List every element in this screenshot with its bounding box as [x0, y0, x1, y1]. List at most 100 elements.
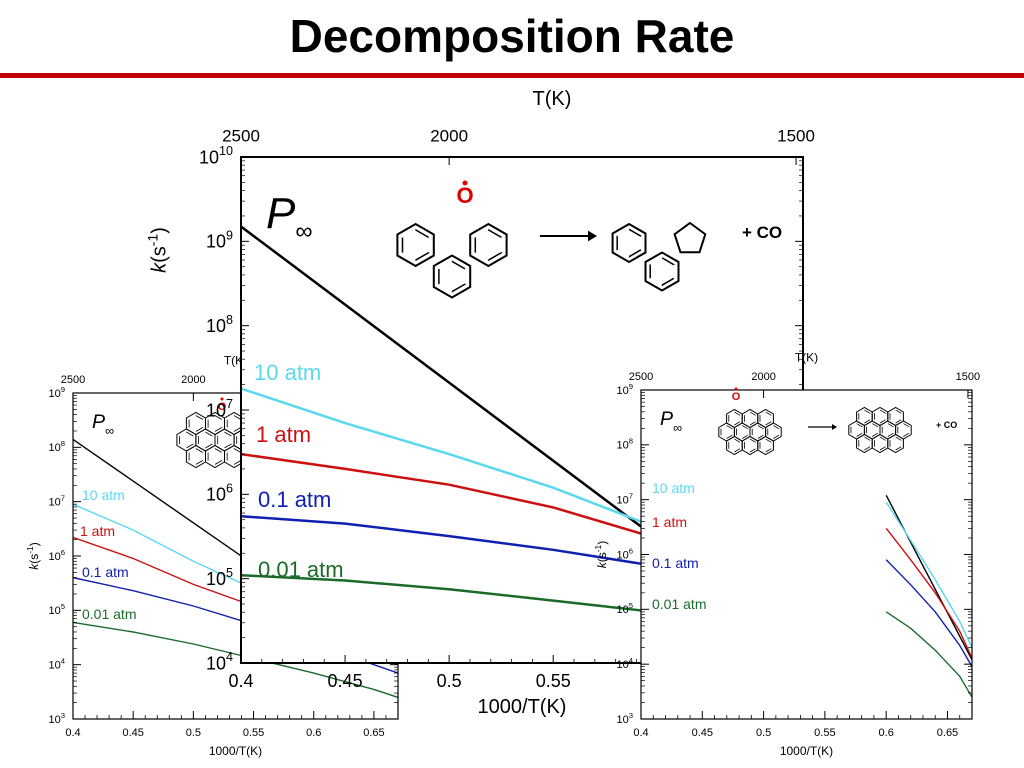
- ring-bond-icon: [401, 229, 430, 261]
- y-tick-label: 1010: [199, 144, 233, 167]
- ring-icon: [887, 433, 904, 454]
- y-tick-label: 108: [616, 437, 633, 452]
- ring-bond-icon: [889, 409, 902, 424]
- ring-icon: [644, 251, 680, 292]
- y-tick-label: 104: [48, 657, 65, 672]
- ring-bond-icon: [897, 423, 910, 437]
- series-label-10atm: 10 atm: [254, 360, 321, 385]
- series-label-10atm: 10 atm: [82, 487, 125, 503]
- y-tick-label: 105: [206, 566, 233, 589]
- x-tick-label: 0.45: [328, 671, 363, 691]
- x-axis-label: 1000/T(K): [780, 744, 833, 758]
- arrow-head-icon: [588, 230, 597, 242]
- p-infinity-label: P∞: [660, 408, 682, 435]
- series-line-1atm: [885, 527, 972, 659]
- ring-bond-icon: [728, 438, 741, 453]
- y-tick-label: 109: [206, 229, 233, 252]
- series-label-01atm: 0.1 atm: [258, 487, 331, 512]
- x-axis-label: 1000/T(K): [209, 744, 262, 758]
- co-product-label: + CO: [936, 420, 957, 430]
- radical-dot-icon: [220, 397, 224, 401]
- ring-bond-icon: [881, 423, 894, 437]
- ring-bond-icon: [744, 411, 756, 426]
- x-tick-label: 0.65: [363, 727, 384, 739]
- top-axis-label: T(K): [795, 350, 818, 364]
- ring-bond-icon: [759, 411, 772, 426]
- y-tick-label: 105: [616, 601, 633, 616]
- top-tick-label: 2500: [629, 371, 653, 383]
- ring-bond-icon: [874, 409, 886, 424]
- ring-icon: [432, 254, 472, 299]
- reactant-molecule-icon: [396, 222, 508, 299]
- series-label-1atm: 1 atm: [80, 523, 115, 539]
- series-line-pinf: [885, 494, 972, 661]
- oxygen-radical-label: O: [732, 391, 741, 403]
- y-tick-label: 105: [48, 602, 65, 617]
- radical-dot-icon: [462, 180, 468, 186]
- y-tick-label: 103: [48, 711, 65, 726]
- title-divider: [0, 73, 1024, 78]
- ring-bond-icon: [874, 436, 886, 451]
- top-tick-label: 1500: [777, 127, 815, 146]
- ring-bond-icon: [850, 423, 863, 437]
- ring-icon: [757, 435, 774, 456]
- series-label-001atm: 0.01 atm: [258, 557, 344, 582]
- ring-bond-icon: [649, 256, 675, 287]
- y-tick-label: 107: [48, 494, 65, 509]
- x-tick-label: 0.4: [228, 671, 253, 691]
- series-label-001atm: 0.01 atm: [82, 606, 136, 622]
- reactant-molecule-icon: [176, 411, 254, 469]
- series-label-1atm: 1 atm: [652, 514, 687, 530]
- y-tick-label: 104: [616, 656, 633, 671]
- y-tick-label: 106: [616, 546, 633, 561]
- ring-bond-icon: [759, 438, 772, 453]
- ring-bond-icon: [858, 436, 871, 451]
- pentagon-ring-icon: [673, 221, 707, 254]
- top-tick-label: 2500: [61, 374, 85, 386]
- ring-bond-icon: [720, 425, 733, 439]
- oxygen-radical-label: O: [456, 183, 473, 208]
- arrow-head-icon: [832, 424, 837, 430]
- p-infinity-label: P∞: [266, 189, 313, 245]
- y-tick-label: 107: [206, 397, 233, 420]
- x-tick-label: 0.6: [306, 727, 321, 739]
- ring-bond-icon: [226, 415, 242, 432]
- ring-icon: [469, 222, 508, 268]
- ring-bond-icon: [474, 229, 503, 261]
- product-molecule-icon: [611, 221, 707, 292]
- ring-bond-icon: [226, 448, 242, 465]
- x-tick-label: 0.5: [186, 727, 201, 739]
- oxygen-radical-label: O: [218, 401, 227, 413]
- ring-bond-icon: [858, 409, 871, 424]
- series-label-001atm: 0.01 atm: [652, 596, 706, 612]
- top-tick-label: 2000: [430, 127, 468, 146]
- radical-dot-icon: [734, 387, 738, 391]
- ring-bond-icon: [866, 423, 879, 437]
- y-tick-label: 108: [48, 439, 65, 454]
- ring-bond-icon: [198, 431, 213, 449]
- series-line-001atm: [885, 611, 972, 698]
- x-tick-label: 0.45: [122, 727, 143, 739]
- y-tick-label: 104: [206, 650, 233, 673]
- y-tick-label: 106: [48, 548, 65, 563]
- y-tick-label: 108: [206, 313, 233, 336]
- product-molecule-icon: [848, 406, 912, 454]
- y-axis-label: k(s-1): [25, 542, 41, 569]
- reactant-molecule-icon: [718, 408, 782, 456]
- ring-bond-icon: [744, 438, 756, 453]
- y-tick-label: 106: [206, 482, 233, 505]
- x-tick-label: 0.4: [633, 727, 648, 739]
- series-label-01atm: 0.1 atm: [652, 555, 699, 571]
- chart-right: 0.4 0.45 0.5 0.55 0.6 0.65 1000/T(K) 103 104 105 1…: [593, 350, 980, 758]
- x-tick-label: 0.5: [437, 671, 462, 691]
- series-label-1atm: 1 atm: [256, 422, 311, 447]
- x-tick-label: 0.55: [536, 671, 571, 691]
- y-tick-label: 109: [616, 382, 633, 397]
- y-axis-label: k(s-1): [144, 227, 170, 273]
- ring-icon: [396, 222, 435, 268]
- series-line-01atm: [885, 559, 972, 668]
- y-axis-label: k(s-1): [593, 541, 609, 568]
- series-line-10atm: [885, 501, 972, 648]
- co-product-label: + CO: [742, 223, 782, 242]
